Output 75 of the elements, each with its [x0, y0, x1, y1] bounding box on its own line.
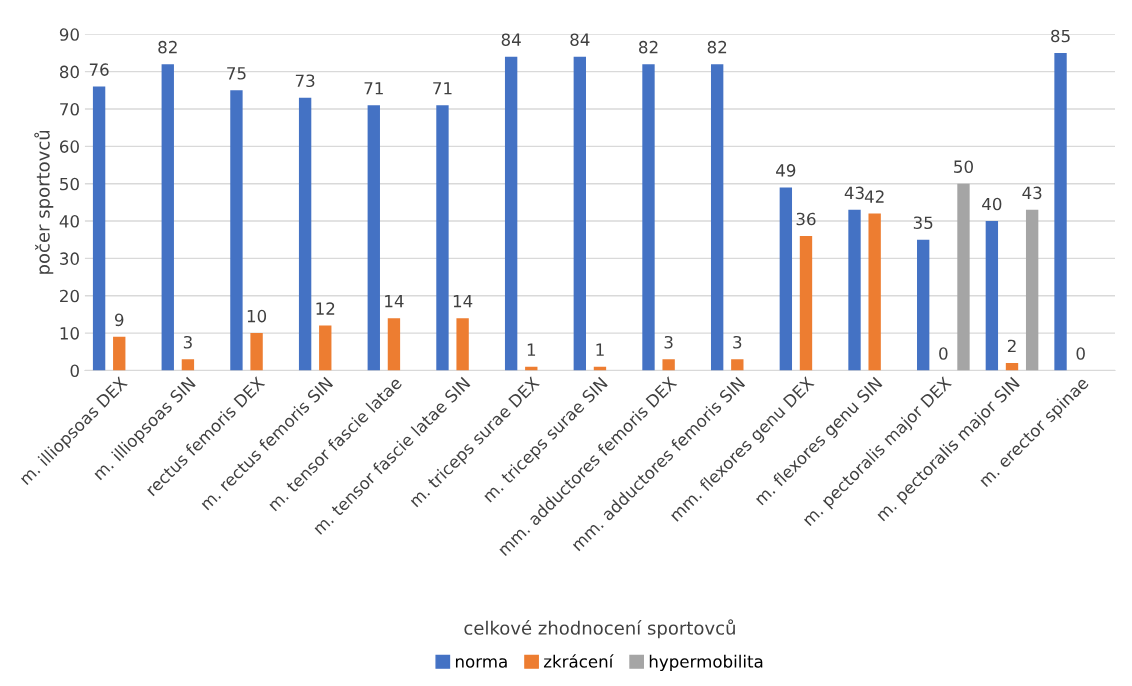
data-label: 71 — [364, 82, 383, 95]
y-axis-title: počer sportovců — [34, 130, 54, 274]
data-label: 50 — [954, 160, 973, 173]
bar — [868, 213, 881, 371]
bar — [113, 336, 126, 371]
data-label: 3 — [733, 335, 742, 349]
data-label: 84 — [570, 33, 590, 47]
data-label: 76 — [89, 63, 109, 76]
bar — [957, 183, 970, 371]
y-tick-label: 20 — [60, 289, 79, 303]
data-label: 43 — [1022, 186, 1042, 200]
bar — [1025, 209, 1039, 371]
data-label: 40 — [982, 197, 1002, 211]
y-tick-label: 60 — [59, 140, 79, 153]
bar — [779, 187, 793, 371]
data-label: 82 — [707, 40, 727, 54]
bar — [250, 333, 263, 371]
bar — [436, 105, 449, 371]
legend-label: norma — [455, 658, 507, 668]
data-label: 0 — [939, 347, 948, 360]
y-tick-label: 80 — [59, 65, 79, 79]
bar — [92, 86, 106, 371]
bar — [387, 318, 401, 371]
data-label: 12 — [316, 302, 335, 315]
bar — [573, 56, 586, 371]
bar — [848, 209, 861, 371]
data-label: 71 — [433, 82, 452, 95]
bar — [1054, 52, 1067, 371]
x-axis-title: celkové zhodnocení sportovců — [464, 619, 735, 639]
data-label: 85 — [1051, 29, 1070, 43]
data-label: 49 — [776, 164, 796, 177]
y-tick-label: 70 — [60, 102, 79, 116]
data-label: 14 — [453, 295, 473, 308]
bar — [456, 318, 469, 371]
data-label: 36 — [796, 212, 816, 226]
legend-label: zkrácení — [543, 654, 614, 668]
y-tick-label: 10 — [60, 327, 79, 340]
bar — [181, 359, 195, 371]
bar — [319, 325, 332, 371]
bar — [230, 90, 243, 371]
data-label: 9 — [114, 313, 124, 327]
data-label: 73 — [295, 74, 315, 88]
y-tick-label: 90 — [59, 28, 79, 41]
bar — [731, 359, 744, 371]
bar — [799, 235, 813, 371]
bar — [917, 239, 930, 371]
y-tick-label: 30 — [60, 252, 79, 265]
data-label: 3 — [183, 335, 192, 349]
data-label: 1 — [596, 343, 604, 356]
data-label: 1 — [527, 343, 536, 356]
bar — [642, 64, 655, 371]
data-label: 82 — [158, 40, 177, 54]
data-label: 43 — [844, 186, 864, 200]
bar — [1005, 362, 1019, 371]
y-tick-label: 50 — [60, 177, 79, 191]
data-label: 2 — [1007, 339, 1016, 353]
bar — [662, 359, 675, 371]
data-label: 82 — [639, 40, 658, 54]
data-label: 3 — [664, 335, 673, 349]
bar — [161, 64, 174, 371]
legend-label: hypermobilita — [649, 654, 763, 671]
bar — [504, 56, 518, 371]
data-label: 14 — [385, 295, 404, 308]
bar — [367, 105, 380, 371]
data-label: 35 — [913, 216, 933, 230]
data-label: 84 — [501, 33, 521, 47]
bar — [710, 64, 724, 371]
data-label: 10 — [247, 309, 267, 323]
bar — [985, 221, 999, 371]
y-tick-label: 40 — [59, 215, 79, 228]
data-label: 75 — [227, 67, 246, 80]
bar — [298, 97, 312, 371]
y-tick-label: 0 — [70, 364, 79, 378]
data-label: 0 — [1076, 347, 1085, 360]
data-label: 42 — [864, 190, 884, 203]
